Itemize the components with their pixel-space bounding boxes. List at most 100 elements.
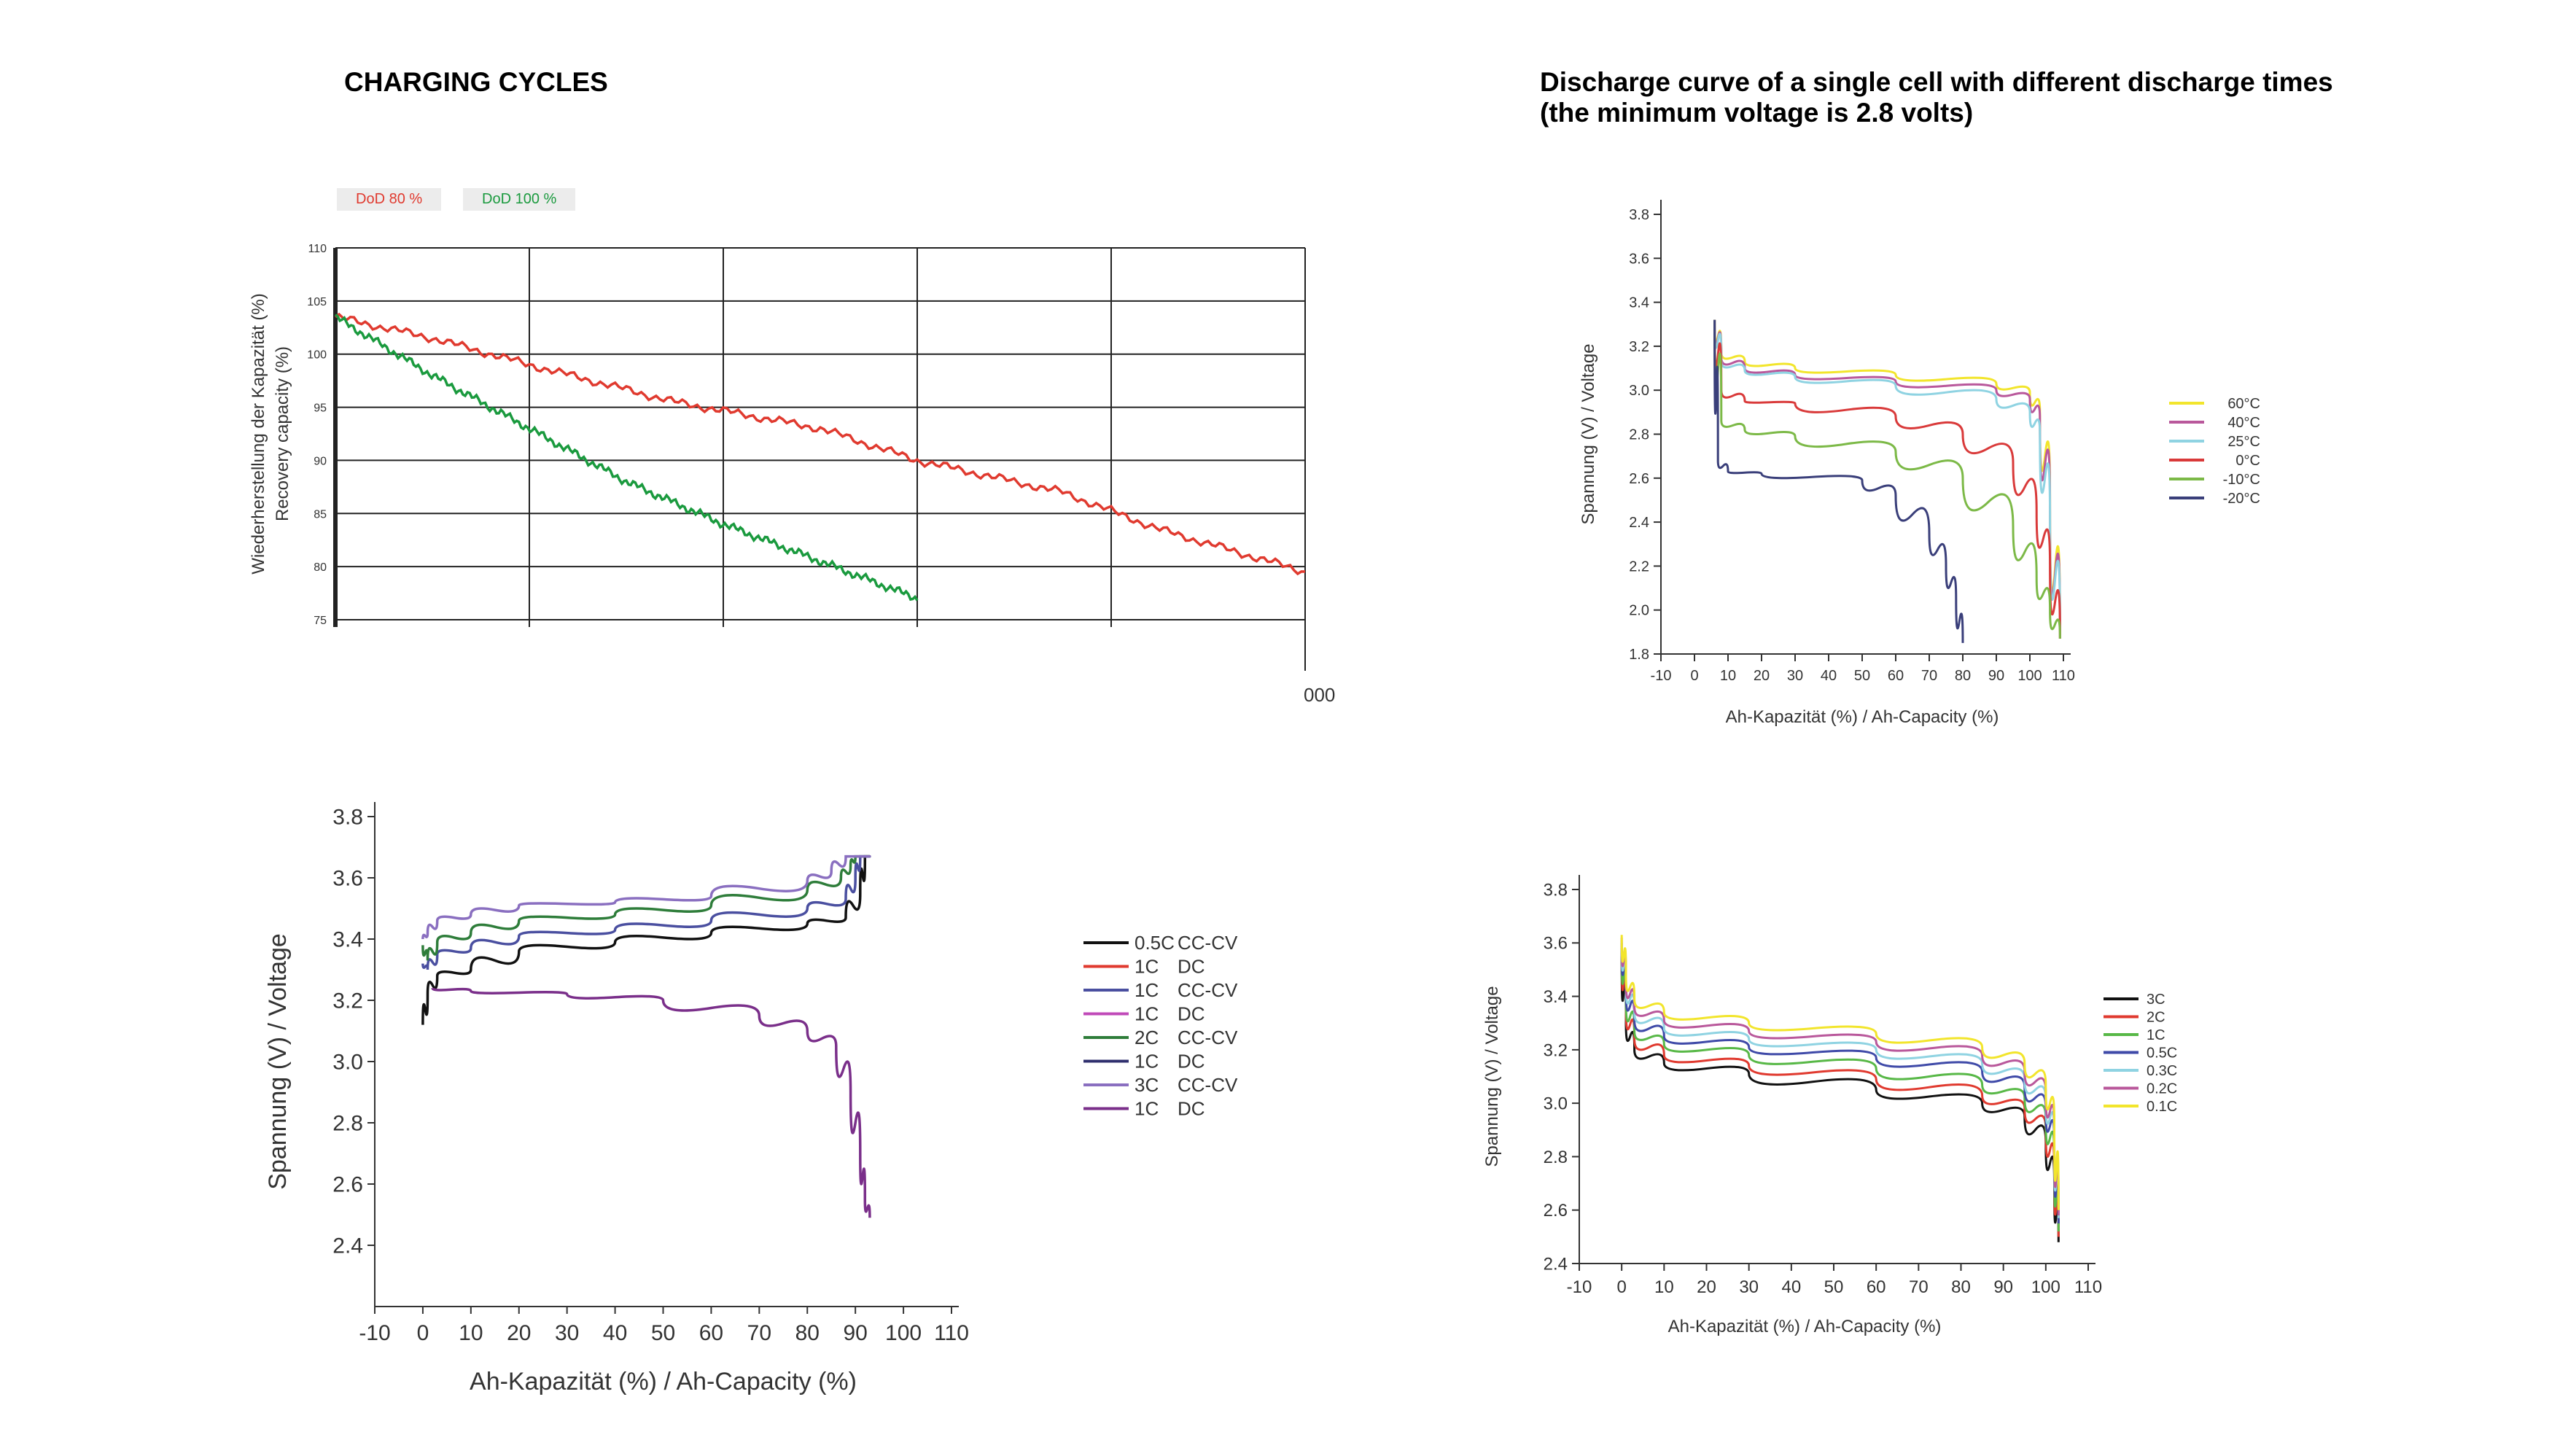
- y-tick-label: 2.4: [1544, 1254, 1568, 1274]
- y-tick-label: 3.2: [1544, 1040, 1568, 1060]
- x-tick-label: 0: [1616, 1277, 1626, 1297]
- y-tick-label: 2.2: [1629, 558, 1649, 575]
- legend-label: 0.3C: [2147, 1063, 2177, 1079]
- legend-label: DC: [1178, 1051, 1205, 1072]
- x-tick-label: 20: [1754, 668, 1770, 684]
- y-tick-label: 2.6: [1629, 471, 1649, 487]
- x-tick-label: -10: [1651, 668, 1672, 684]
- legend-label: 25°C: [2227, 434, 2260, 450]
- x-tick-label: 110: [934, 1321, 969, 1345]
- x-tick-label: 50: [1824, 1277, 1844, 1297]
- x-tick-label: 000: [1304, 684, 1335, 706]
- legend-label: 0.5C: [1135, 932, 1175, 954]
- x-tick-label: 40: [1821, 668, 1837, 684]
- x-tick-label: 30: [1739, 1277, 1759, 1297]
- legend-label: CC-CV: [1178, 932, 1238, 954]
- y-tick-label: 2.4: [1629, 515, 1649, 531]
- y-tick-label: 80: [314, 561, 327, 574]
- legend-label: 40°C: [2227, 415, 2260, 431]
- legend-label: 1C: [2147, 1027, 2165, 1043]
- x-tick-label: 100: [2017, 668, 2042, 684]
- legend-chip-dod80: DoD 80 %: [337, 188, 442, 211]
- y-tick-label: 1.8: [1629, 647, 1649, 663]
- x-tick-label: 80: [795, 1321, 820, 1345]
- x-tick-label: 40: [603, 1321, 627, 1345]
- series-line: [1713, 319, 2061, 639]
- series-line: [1620, 943, 2060, 1224]
- legend-label: -10°C: [2223, 472, 2260, 488]
- y-axis-label-en: Recovery capacity (%): [273, 346, 292, 521]
- x-tick-label: 60: [1867, 1277, 1886, 1297]
- x-tick-label: 80: [1955, 668, 1971, 684]
- legend-label: 1C: [1135, 1051, 1159, 1072]
- legend-label: 3C: [1135, 1074, 1159, 1096]
- y-tick-label: 3.2: [1629, 339, 1649, 355]
- x-tick-label: 100: [885, 1321, 922, 1345]
- y-axis-label: Spannung (V) / Voltage: [1579, 343, 1598, 524]
- series-line: [1620, 956, 2060, 1242]
- series-line: [1620, 937, 2060, 1216]
- x-tick-label: 40: [1781, 1277, 1801, 1297]
- series-line: [1620, 951, 2060, 1237]
- x-tick-label: 70: [1909, 1277, 1929, 1297]
- x-tick-label: 10: [459, 1321, 483, 1345]
- y-tick-label: 85: [314, 508, 327, 521]
- x-tick-label: 20: [507, 1321, 531, 1345]
- x-axis-label: Ah-Kapazität (%) / Ah-Capacity (%): [1668, 1317, 1942, 1336]
- y-tick-label: 75: [314, 615, 327, 627]
- x-tick-label: 90: [843, 1321, 867, 1345]
- series-line: [1620, 935, 2060, 1210]
- legend-label: 0.2C: [2147, 1081, 2177, 1097]
- legend-label: 1C: [1135, 979, 1159, 1001]
- x-tick-label: 10: [1720, 668, 1736, 684]
- y-tick-label: 100: [307, 349, 327, 362]
- series-line: [1620, 940, 2060, 1218]
- legend-label: 0°C: [2235, 453, 2260, 469]
- legend-label: 0.1C: [2147, 1099, 2177, 1115]
- x-tick-label: 10: [1654, 1277, 1674, 1297]
- x-tick-label: 50: [651, 1321, 675, 1345]
- y-tick-label: 3.4: [1629, 295, 1649, 311]
- y-tick-label: 3.8: [1629, 207, 1649, 223]
- legend-label: 60°C: [2227, 396, 2260, 412]
- y-tick-label: 3.8: [1544, 880, 1568, 900]
- x-tick-label: 90: [1988, 668, 2004, 684]
- y-tick-label: 2.4: [332, 1234, 363, 1258]
- series-line: [421, 854, 870, 970]
- legend-label: CC-CV: [1178, 1074, 1238, 1096]
- y-tick-label: 3.8: [332, 806, 363, 830]
- y-tick-label: 3.4: [332, 928, 363, 952]
- series-line: [1713, 319, 2061, 639]
- y-tick-label: 3.6: [332, 867, 363, 891]
- y-tick-label: 2.6: [1544, 1201, 1568, 1221]
- x-tick-label: 110: [2052, 668, 2075, 684]
- series-line: [431, 987, 871, 1218]
- x-tick-label: 70: [747, 1321, 771, 1345]
- x-tick-label: 60: [699, 1321, 723, 1345]
- series-line: [1713, 319, 2061, 639]
- series-line-dod80: [334, 312, 1306, 576]
- y-tick-label: 95: [314, 402, 327, 415]
- x-axis-label: Ah-Kapazität (%) / Ah-Capacity (%): [1726, 707, 1999, 727]
- legend-label: -20°C: [2223, 491, 2260, 507]
- discharge-title-line2: (the minimum voltage is 2.8 volts): [1540, 98, 1974, 128]
- y-tick-label: 3.6: [1544, 934, 1568, 954]
- y-axis-label: Wiederherstellung der Kapazität (%): [249, 293, 268, 575]
- x-tick-label: 30: [555, 1321, 579, 1345]
- y-tick-label: 3.0: [1544, 1094, 1568, 1114]
- x-tick-label: 70: [1921, 668, 1937, 684]
- y-tick-label: 2.6: [332, 1173, 363, 1197]
- y-axis-label: Spannung (V) / Voltage: [264, 933, 292, 1190]
- x-tick-label: 60: [1888, 668, 1904, 684]
- x-tick-label: 50: [1854, 668, 1870, 684]
- y-tick-label: 2.8: [1629, 427, 1649, 443]
- y-tick-label: 2.8: [332, 1112, 363, 1136]
- series-line: [421, 854, 871, 940]
- charging-cycles-title: CHARGING CYCLES: [344, 67, 608, 97]
- x-axis-label: Ah-Kapazität (%) / Ah-Capacity (%): [470, 1368, 857, 1395]
- legend-label: 1C: [1135, 1003, 1159, 1025]
- legend-label: CC-CV: [1178, 1027, 1238, 1048]
- y-tick-label: 2.8: [1544, 1148, 1568, 1167]
